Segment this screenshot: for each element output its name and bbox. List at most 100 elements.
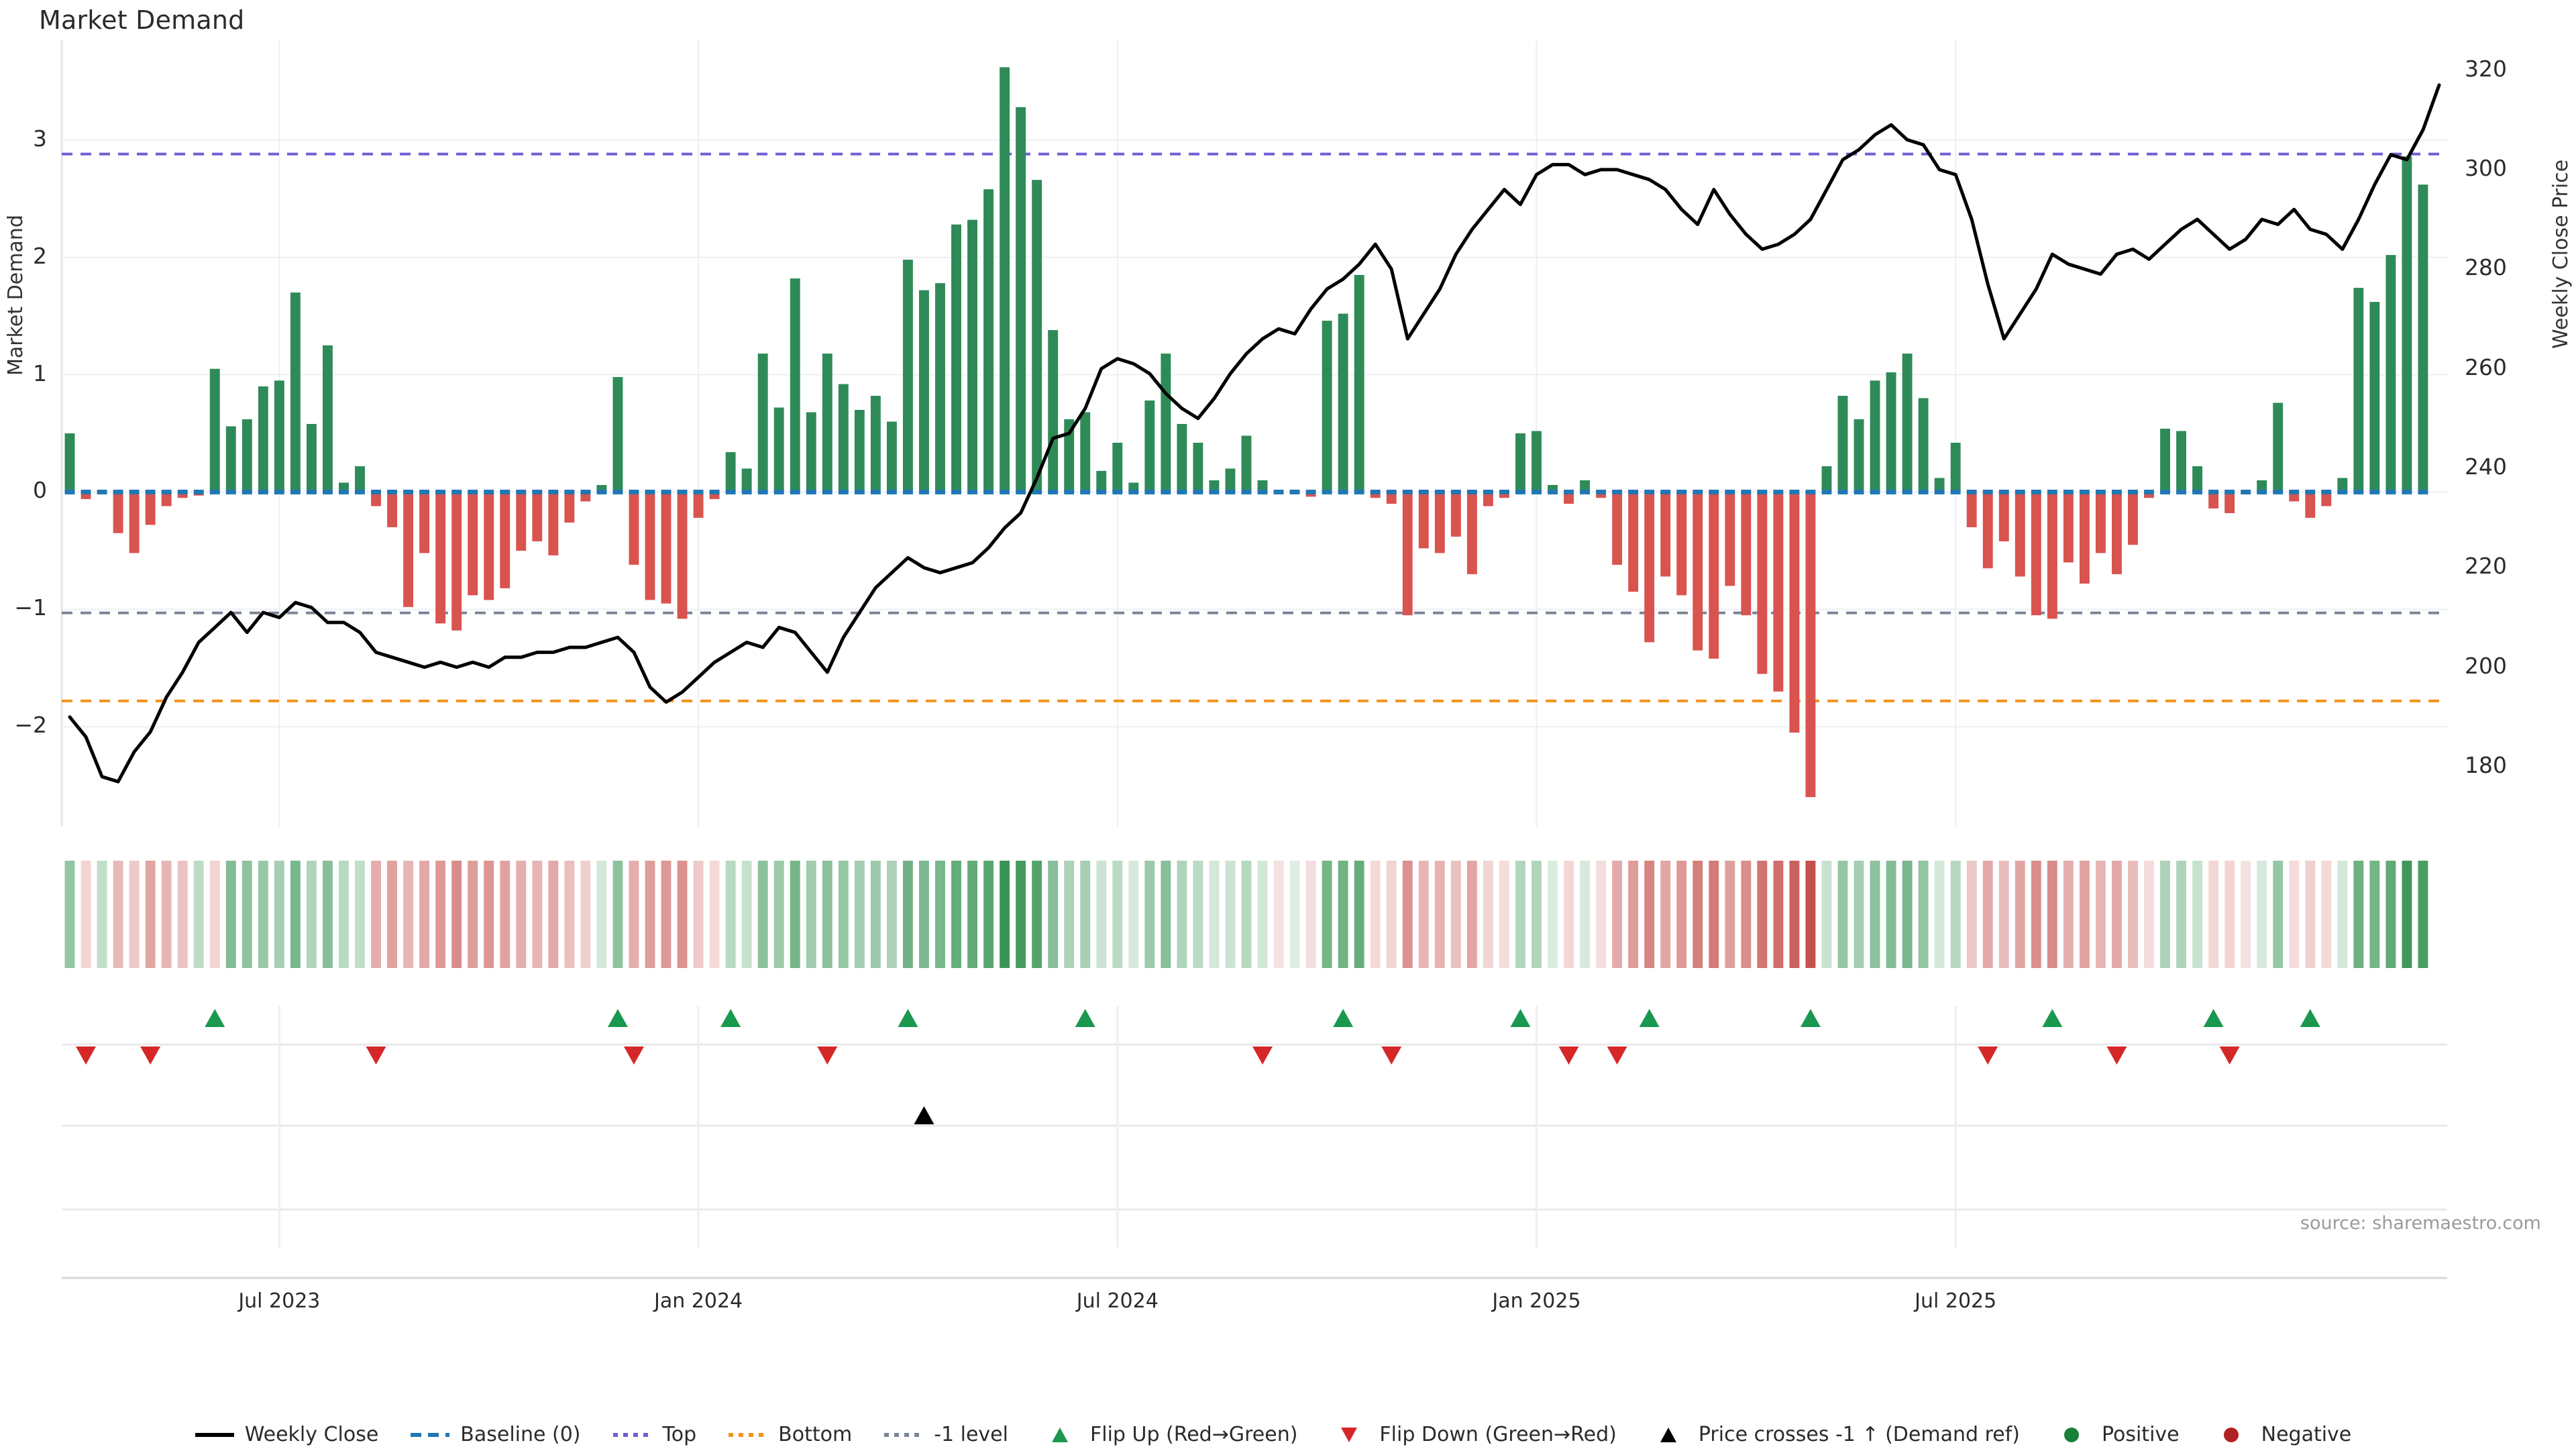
strip-cell	[2192, 861, 2203, 968]
demand-bar	[935, 283, 945, 492]
legend-item[interactable]: Flip Down (Green→Red)	[1328, 1423, 1617, 1446]
strip-cell	[209, 861, 220, 968]
legend-label: Positive	[2101, 1423, 2180, 1446]
strip-cell	[596, 861, 607, 968]
strip-cell	[1273, 861, 1284, 968]
demand-bar	[967, 219, 977, 492]
strip-cell	[1032, 861, 1042, 968]
strip-cell	[741, 861, 752, 968]
demand-bar	[2369, 302, 2380, 492]
strip-cell	[1515, 861, 1525, 968]
demand-bar	[371, 492, 381, 506]
legend-item[interactable]: Flip Up (Red→Green)	[1039, 1425, 1297, 1445]
y-axis-left-tick: −1	[14, 594, 47, 621]
demand-bar	[1821, 466, 1832, 492]
demand-bar	[1144, 400, 1155, 492]
demand-bar	[2095, 492, 2106, 553]
demand-bar	[1177, 424, 1187, 492]
strip-cell	[1483, 861, 1493, 968]
y-axis-left-tick: 2	[33, 242, 47, 269]
demand-bar	[516, 492, 527, 551]
strip-cell	[1612, 861, 1623, 968]
strip-cell	[1370, 861, 1381, 968]
circle-icon	[2210, 1426, 2252, 1444]
demand-bar	[1596, 492, 1607, 498]
flip-up-marker	[720, 1009, 741, 1027]
flip-up-marker	[2300, 1009, 2320, 1027]
demand-bar	[1870, 380, 1880, 492]
legend-item[interactable]: Negative	[2210, 1425, 2351, 1445]
strip-cell	[1805, 861, 1816, 968]
strip-cell	[1982, 861, 1993, 968]
legend-label: Price crosses -1 ↑ (Demand ref)	[1698, 1423, 2020, 1446]
weekly-close-line	[68, 83, 2441, 784]
demand-bar	[918, 290, 929, 492]
demand-bar	[2047, 492, 2057, 619]
demand-bar	[1064, 419, 1075, 492]
y-axis-left-tick: 0	[33, 477, 47, 504]
demand-bar	[209, 368, 220, 492]
strip-cell	[1064, 861, 1075, 968]
demand-bar	[1322, 321, 1332, 492]
strip-cell	[1112, 861, 1123, 968]
legend-item[interactable]: Baseline (0)	[409, 1425, 581, 1445]
legend-item[interactable]: Positive	[2051, 1425, 2180, 1445]
strip-cell	[1418, 861, 1429, 968]
flip-down-marker	[2219, 1046, 2240, 1065]
strip-cell	[468, 861, 478, 968]
legend-item[interactable]: Price crosses -1 ↑ (Demand ref)	[1648, 1425, 2020, 1445]
strip-cell	[790, 861, 800, 968]
strip-cell	[516, 861, 527, 968]
demand-bar	[419, 492, 430, 553]
strip-cell	[1628, 861, 1639, 968]
legend-item[interactable]: -1 level	[883, 1425, 1008, 1445]
demand-bar	[435, 492, 446, 624]
flip-down-marker	[1252, 1046, 1273, 1065]
flip-down-marker	[2106, 1046, 2127, 1065]
demand-bar	[596, 484, 607, 492]
demand-bar	[2079, 492, 2090, 584]
demand-bar	[177, 492, 188, 498]
demand-bar	[2305, 492, 2316, 518]
strip-cell	[306, 861, 317, 968]
strip-cell	[645, 861, 655, 968]
strip-cell	[2241, 861, 2251, 968]
demand-bar	[2273, 402, 2284, 492]
demand-bar	[225, 426, 236, 492]
demand-bar	[2111, 492, 2122, 574]
demand-bar	[1837, 396, 1848, 492]
demand-bar	[1548, 484, 1558, 492]
triangle-up-icon	[1648, 1426, 1689, 1444]
strip-cell	[64, 861, 75, 968]
gridlines	[60, 40, 2447, 826]
strip-cell	[1693, 861, 1703, 968]
strip-cell	[580, 861, 591, 968]
legend-item[interactable]: Bottom	[727, 1425, 852, 1445]
demand-bar	[1918, 398, 1929, 492]
line-dotted-icon	[883, 1426, 924, 1444]
strip-cell	[193, 861, 204, 968]
demand-bar	[1450, 492, 1461, 537]
y-axis-right-tick: 200	[2465, 652, 2507, 679]
demand-bar	[532, 492, 543, 541]
legend-label: Flip Down (Green→Red)	[1379, 1423, 1617, 1446]
source-attribution: source: sharemaestro.com	[2300, 1213, 2541, 1234]
demand-intensity-strip	[64, 861, 2428, 968]
demand-bar	[2144, 492, 2154, 498]
y-axis-right-tick: 300	[2465, 154, 2507, 181]
x-axis-tick: Jul 2023	[238, 1289, 321, 1313]
strip-cell	[2128, 861, 2138, 968]
demand-bar	[451, 492, 462, 631]
strip-cell	[290, 861, 301, 968]
flip-markers	[76, 1009, 2320, 1124]
demand-bar	[1193, 442, 1203, 492]
strip-cell	[129, 861, 140, 968]
strip-cell	[548, 861, 559, 968]
demand-bar	[1241, 435, 1252, 492]
strip-cell	[1757, 861, 1768, 968]
legend-item[interactable]: Weekly Close	[194, 1425, 378, 1445]
strip-cell	[677, 861, 688, 968]
legend-item[interactable]: Top	[612, 1425, 696, 1445]
strip-cell	[2418, 861, 2428, 968]
